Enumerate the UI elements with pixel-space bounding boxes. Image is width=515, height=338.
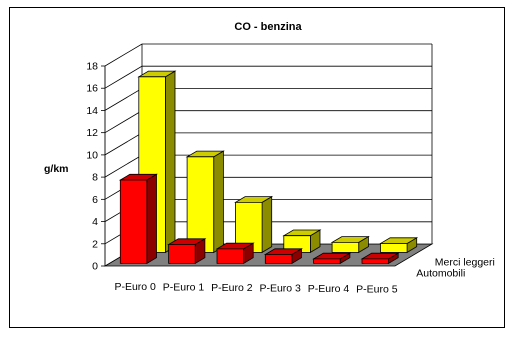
y-axis-label: g/km (44, 163, 69, 175)
bar-automobili-2 (167, 238, 207, 265)
bar-merci-leggeri-3 (234, 195, 274, 254)
bar-automobili-5 (312, 252, 352, 265)
y-tick-label: 6 (92, 194, 98, 206)
bar-merci-leggeri-2 (185, 150, 225, 254)
bar-automobili-1 (118, 173, 158, 265)
bar-merci-leggeri-5 (330, 235, 370, 254)
series-label: Merci leggeri (435, 257, 495, 269)
y-tick-label: 10 (86, 149, 98, 161)
x-tick-label: P-Euro 5 (356, 284, 398, 296)
x-tick-label: P-Euro 4 (308, 283, 350, 295)
y-tick-label: 0 (92, 261, 98, 273)
x-tick-label: P-Euro 1 (163, 282, 205, 294)
x-tick-label: P-Euro 2 (211, 282, 253, 294)
y-tick-label: 4 (92, 216, 98, 228)
y-tick-label: 8 (92, 172, 98, 184)
y-tick-label: 18 (86, 61, 98, 73)
y-tick-label: 16 (86, 83, 98, 95)
y-tick-label: 2 (92, 238, 98, 250)
y-tick-label: 12 (86, 127, 98, 139)
bar-automobili-3 (215, 242, 255, 265)
x-tick-label: P-Euro 0 (114, 281, 156, 293)
y-tick-label: 14 (86, 105, 98, 117)
chart-title: CO - benzina (234, 21, 302, 33)
x-tick-label: P-Euro 3 (259, 283, 301, 295)
bar-automobili-6 (360, 252, 400, 265)
bar-merci-leggeri-4 (282, 229, 322, 254)
bar-automobili-4 (263, 248, 303, 265)
bar-merci-leggeri-6 (379, 237, 419, 254)
series-label: Automobili (416, 268, 465, 280)
back-wall (142, 44, 432, 244)
